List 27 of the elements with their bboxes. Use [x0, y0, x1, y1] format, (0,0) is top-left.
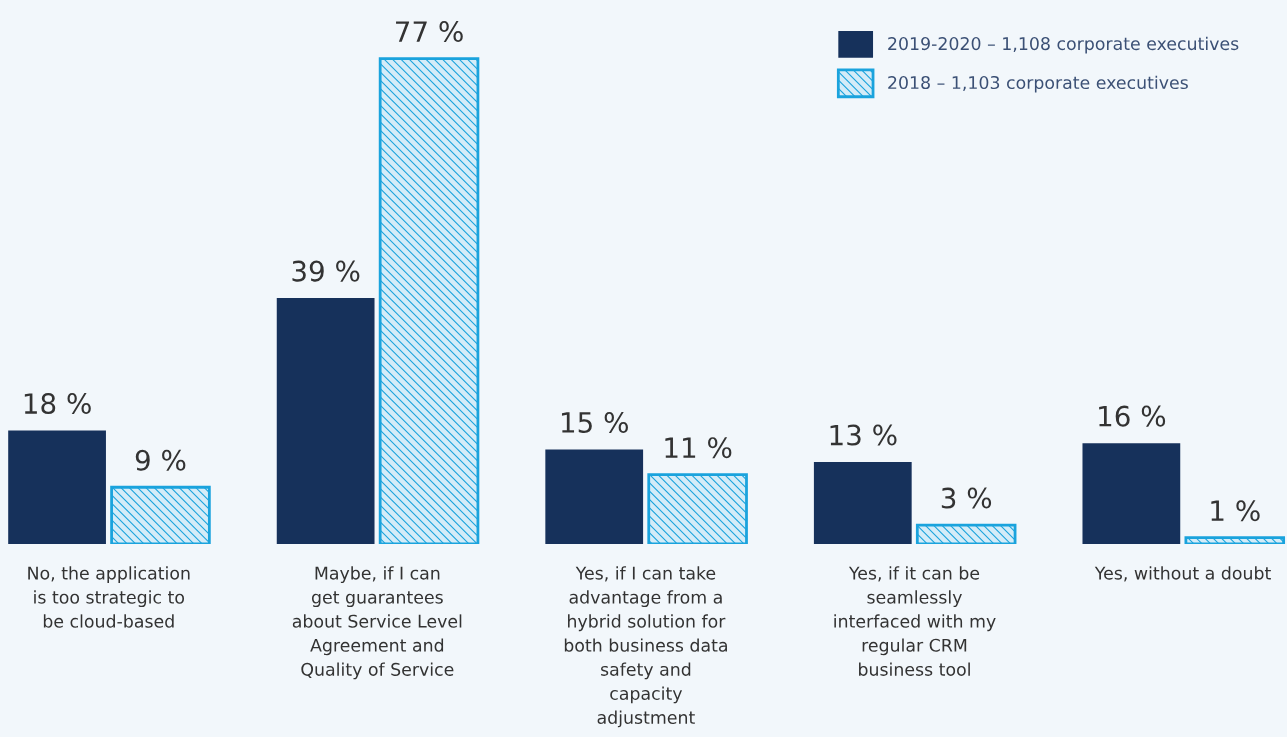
legend-label: 2018 – 1,103 corporate executives: [888, 75, 1188, 93]
bar: [813, 462, 912, 544]
data-label: 13 %: [830, 424, 897, 446]
x-tick-label: Yes, without a doubt: [1094, 566, 1271, 582]
bar: [647, 473, 748, 544]
data-label: 39 %: [292, 260, 360, 282]
data-label: 18 %: [24, 393, 91, 415]
data-label: 9 %: [135, 449, 186, 471]
data-label: 16 %: [1099, 405, 1166, 427]
data-label: 77 %: [396, 21, 463, 43]
bar: [1082, 443, 1181, 544]
x-tick-label: Maybe, if I can get guarantees about Service Level Agreement and Quality of Service: [292, 566, 462, 680]
bar: [915, 523, 1017, 544]
bar: [8, 430, 106, 544]
x-tick-label: Yes, if it can be seamlessly interfaced with my regular CRM business tool: [834, 566, 996, 676]
bar: [1184, 536, 1286, 544]
x-tick-label: No, the application is too strategic to be cloud-based: [28, 566, 190, 628]
legend-label: 2019-2020 – 1,108 corporate executives: [888, 36, 1239, 54]
data-label: 11 %: [665, 437, 732, 459]
data-label: 15 %: [561, 411, 628, 433]
data-label: 3 %: [941, 487, 992, 509]
bar: [276, 298, 375, 544]
bar: [110, 485, 211, 544]
x-tick-label: Yes, if I can take advantage from a hybrid solution for both business data safety and capacity adjustment: [564, 566, 727, 728]
bar: [545, 449, 644, 544]
bar: [378, 57, 480, 544]
data-label: 1 %: [1211, 500, 1260, 522]
